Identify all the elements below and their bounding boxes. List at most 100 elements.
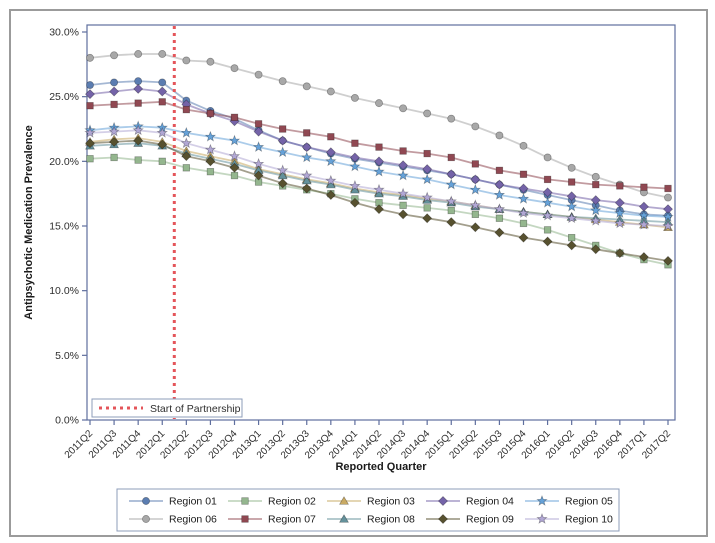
square-marker <box>447 206 455 215</box>
diamond-marker <box>109 86 120 97</box>
square-marker <box>158 157 166 165</box>
star-marker <box>565 212 578 224</box>
diamond-marker <box>494 179 505 190</box>
circle-marker <box>110 51 119 60</box>
square-marker <box>495 166 504 175</box>
star-marker <box>228 134 241 146</box>
circle-marker <box>567 163 576 172</box>
circle-marker <box>350 94 359 102</box>
diamond-marker <box>566 240 577 251</box>
series-region-10 <box>84 124 674 231</box>
star-marker <box>180 126 193 138</box>
legend-entry-region-02: Region 02 <box>228 496 316 508</box>
square-marker <box>495 214 504 222</box>
circle-marker <box>543 153 552 162</box>
square-marker <box>327 133 335 141</box>
circle-marker <box>158 78 167 87</box>
square-marker <box>399 147 407 155</box>
star-marker <box>180 137 193 149</box>
y-tick-label: 15.0% <box>49 221 79 233</box>
legend-label: Region 03 <box>367 496 415 508</box>
star-marker <box>301 151 313 163</box>
star-marker <box>276 146 289 158</box>
circle-marker <box>254 70 263 79</box>
series-region-07 <box>86 98 672 193</box>
series-region-04 <box>85 83 673 215</box>
circle-marker <box>230 64 239 73</box>
star-marker <box>493 203 506 215</box>
outer-frame: 0.0% 5.0% 10.0% 15.0% 20.0% 25.0% 30.0% 2011Q2 2… <box>9 9 708 537</box>
legend-entry-region-06: Region 06 <box>129 514 217 526</box>
square-marker <box>86 155 94 163</box>
diamond-marker <box>181 151 192 162</box>
diamond-marker <box>157 86 168 97</box>
square-marker <box>303 129 311 137</box>
square-marker <box>447 153 455 162</box>
star-marker <box>252 141 265 152</box>
circle-marker <box>399 104 408 113</box>
legend-label: Region 04 <box>466 496 514 508</box>
square-marker <box>206 109 215 118</box>
legend-label: Region 06 <box>169 514 217 526</box>
diamond-marker <box>85 138 95 149</box>
diamond-marker <box>566 191 577 202</box>
star-marker <box>325 155 337 167</box>
square-marker <box>158 98 166 106</box>
square-marker <box>241 515 249 523</box>
star-marker <box>349 179 361 191</box>
square-marker <box>351 139 359 147</box>
star-marker <box>421 191 433 203</box>
diamond-marker <box>205 156 216 167</box>
star-marker <box>325 174 337 186</box>
y-tick-label: 5.0% <box>55 350 79 362</box>
reference-line-legend: Start of Partnership <box>91 398 243 418</box>
circle-marker <box>519 141 528 150</box>
legend-label: Region 10 <box>565 514 613 526</box>
square-marker <box>519 170 528 178</box>
diamond-marker <box>157 139 168 150</box>
diamond-marker <box>542 236 553 247</box>
series-region-09 <box>85 135 673 266</box>
diamond-marker <box>638 252 649 263</box>
star-marker <box>84 126 96 138</box>
y-tick-label: 20.0% <box>49 156 79 168</box>
star-marker <box>301 169 313 181</box>
star-marker <box>156 126 168 138</box>
circle-marker <box>142 515 150 523</box>
diamond-marker <box>301 142 312 153</box>
star-marker <box>132 124 144 136</box>
star-marker <box>204 130 217 142</box>
star-marker <box>204 143 217 155</box>
star-marker <box>517 192 530 204</box>
y-tick-label: 0.0% <box>55 415 79 427</box>
plot-area <box>86 24 676 421</box>
square-marker <box>423 149 431 158</box>
annotation-box <box>91 398 243 418</box>
square-marker <box>182 105 190 114</box>
square-marker <box>592 180 600 189</box>
legend-entry-region-04: Region 04 <box>426 496 514 508</box>
star-marker <box>517 207 530 218</box>
diamond-marker <box>590 244 601 255</box>
legend-label: Region 09 <box>466 514 514 526</box>
circle-marker <box>278 77 287 86</box>
legend-box <box>116 488 620 532</box>
square-marker <box>471 210 479 219</box>
diamond-marker <box>301 183 312 194</box>
star-marker <box>397 169 409 181</box>
square-marker <box>399 201 407 209</box>
diamond-marker <box>398 209 409 220</box>
circle-marker <box>302 82 311 91</box>
star-marker <box>445 195 457 207</box>
circle-marker <box>495 131 504 140</box>
star-marker <box>397 187 409 199</box>
star-marker <box>276 164 289 176</box>
star-marker <box>493 188 506 200</box>
circle-marker <box>86 81 94 89</box>
diamond-marker <box>438 514 448 524</box>
diamond-marker <box>133 135 144 146</box>
square-marker <box>519 219 528 228</box>
legend-entry-region-01: Region 01 <box>129 496 217 508</box>
diamond-marker <box>398 160 409 171</box>
